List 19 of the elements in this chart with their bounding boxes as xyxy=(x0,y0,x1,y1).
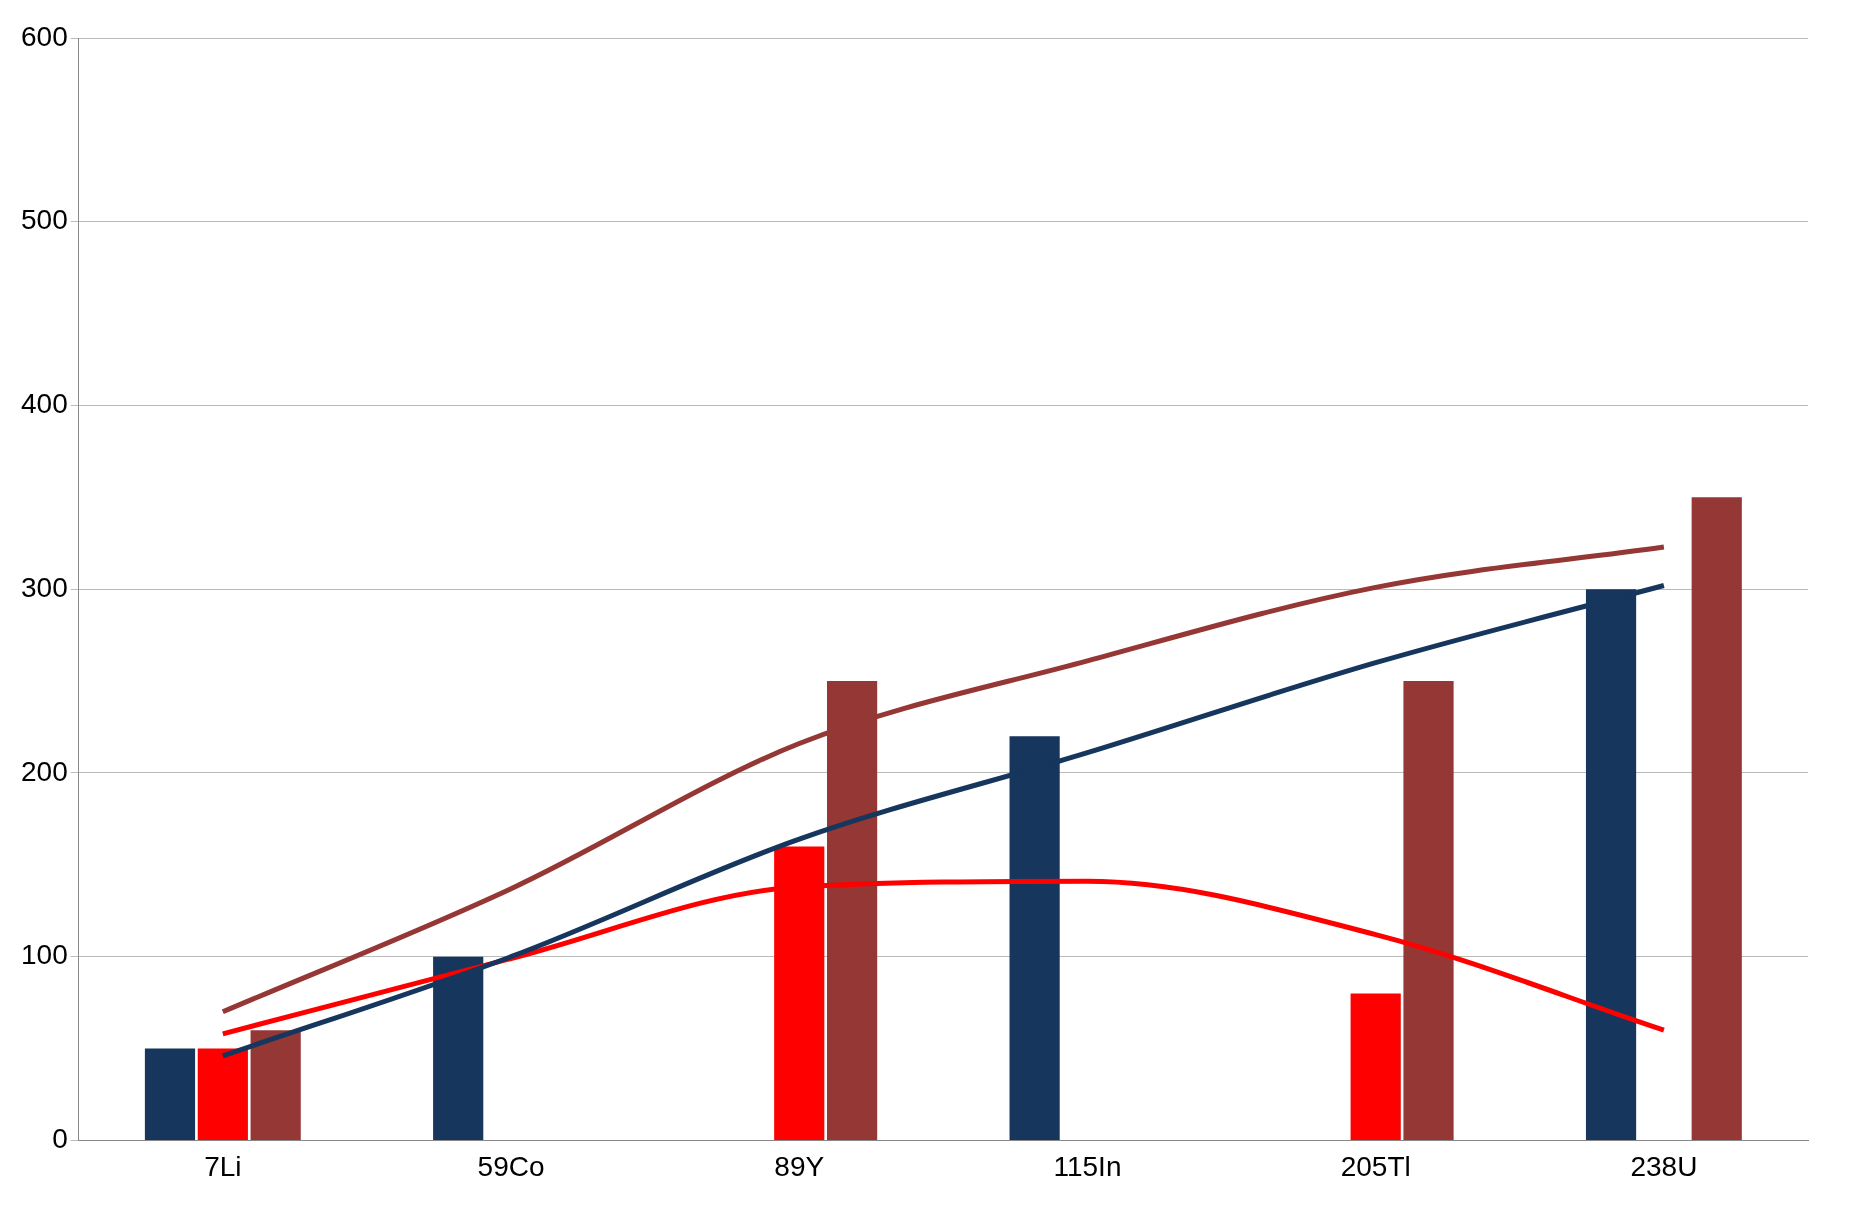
bar xyxy=(197,1048,248,1140)
y-tick-label: 200 xyxy=(21,755,68,787)
x-tick-label: 89Y xyxy=(774,1150,825,1182)
y-tick-label: 100 xyxy=(21,939,68,971)
bar xyxy=(1691,497,1742,1140)
bar xyxy=(144,1048,196,1140)
y-tick-label: 600 xyxy=(21,20,68,52)
x-tick-label: 205Tl xyxy=(1340,1150,1411,1182)
bar xyxy=(250,1030,301,1140)
y-tick-label: 0 xyxy=(52,1123,68,1155)
bar xyxy=(1350,993,1401,1140)
bar xyxy=(1403,681,1454,1140)
y-tick-label: 400 xyxy=(21,388,68,420)
y-tick-label: 300 xyxy=(21,571,68,603)
x-tick-label: 59Co xyxy=(477,1150,545,1182)
x-tick-label: 7Li xyxy=(204,1150,242,1182)
x-tick-label: 115In xyxy=(1053,1150,1122,1182)
y-tick-label: 500 xyxy=(21,204,68,236)
x-tick-label: 238U xyxy=(1630,1150,1698,1182)
